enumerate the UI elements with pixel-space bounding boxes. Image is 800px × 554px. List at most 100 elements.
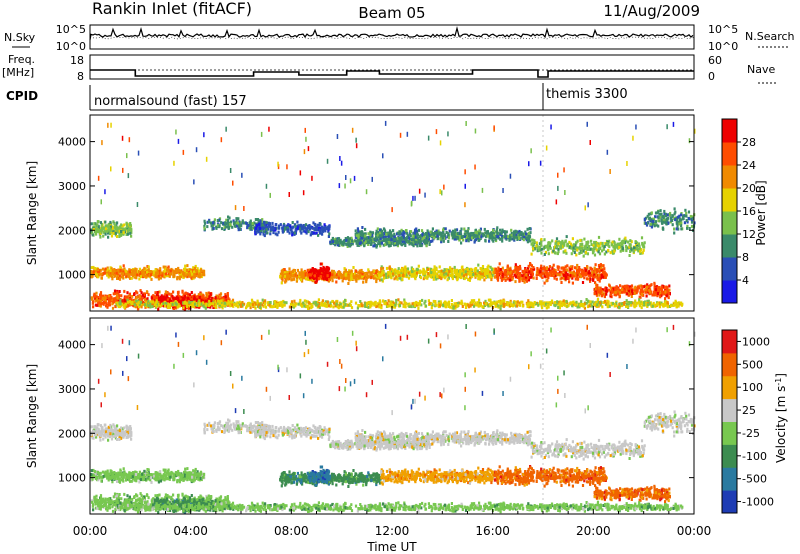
range-gate-cell: [96, 268, 100, 271]
range-gate-cell: [193, 275, 196, 279]
range-gate-cell: [406, 275, 409, 279]
range-gate-cell: [117, 292, 120, 296]
range-gate-cell: [297, 224, 301, 228]
range-gate-cell: [462, 274, 465, 278]
range-gate-cell: [349, 270, 352, 274]
range-gate-cell: [249, 219, 252, 223]
range-gate-cell: [356, 227, 359, 231]
nave-label: Nave: [747, 63, 775, 76]
range-gate-cell: [128, 268, 131, 272]
range-gate-cell: [466, 230, 469, 234]
range-gate-cell: [408, 242, 411, 246]
range-gate-cell: [284, 274, 287, 278]
range-gate-cell: [422, 272, 425, 276]
range-gate-cell: [192, 266, 195, 270]
range-gate-cell: [299, 229, 302, 233]
range-gate-cell: [518, 279, 521, 283]
range-gate-cell: [166, 274, 169, 278]
range-gate-cell: [494, 237, 497, 241]
range-gate-cell: [178, 301, 181, 305]
range-gate-cell: [321, 275, 324, 279]
range-gate-cell: [351, 239, 354, 243]
range-gate-cell: [175, 269, 178, 273]
range-gate-cell: [165, 272, 168, 276]
range-gate-cell: [360, 268, 363, 272]
range-gate-cell: [361, 273, 364, 276]
range-gate-cell: [318, 226, 321, 230]
range-gate-cell: [531, 242, 534, 246]
range-gate-cell: [549, 271, 552, 275]
range-gate-cell: [272, 231, 275, 235]
range-gate-cell: [459, 274, 462, 278]
range-gate-cell: [302, 272, 305, 276]
range-gate-cell: [562, 250, 565, 254]
range-gate-cell: [100, 222, 103, 226]
range-gate-cell: [140, 291, 143, 295]
range-gate-cell: [364, 227, 367, 231]
range-gate-cell: [564, 249, 567, 253]
range-gate-cell: [373, 244, 376, 248]
range-gate-cell: [194, 305, 197, 309]
range-gate-cell: [571, 271, 574, 275]
range-gate-cell: [514, 270, 517, 274]
range-gate-cell: [209, 221, 212, 225]
range-gate-cell: [459, 233, 463, 237]
range-gate-cell: [385, 266, 389, 270]
range-gate-cell: [331, 273, 334, 277]
range-gate-cell: [348, 274, 351, 278]
range-gate-cell: [569, 265, 572, 269]
freq-unit-label: [MHz]: [2, 66, 34, 79]
range-gate-cell: [298, 274, 301, 278]
range-gate-cell: [434, 272, 437, 275]
range-gate-cell: [479, 277, 482, 281]
range-gate-cell: [170, 272, 173, 276]
range-gate-cell: [585, 271, 588, 275]
range-gate-cell: [532, 247, 535, 251]
range-gate-cell: [215, 226, 218, 230]
range-gate-cell: [458, 272, 462, 276]
range-gate-cell: [309, 278, 312, 282]
range-gate-cell: [538, 268, 541, 272]
range-gate-cell: [379, 228, 382, 232]
range-gate-cell: [344, 273, 347, 277]
range-gate-cell: [301, 226, 304, 230]
range-gate-cell: [491, 273, 494, 277]
range-gate-cell: [420, 244, 423, 248]
range-gate-cell: [296, 274, 299, 278]
range-gate-cell: [310, 274, 314, 278]
range-gate-cell: [125, 269, 128, 273]
range-gate-cell: [431, 239, 434, 243]
range-gate-cell: [125, 272, 128, 276]
range-gate-cell: [523, 280, 526, 284]
range-gate-cell: [125, 304, 128, 308]
range-gate-cell: [309, 273, 312, 277]
range-gate-cell: [492, 228, 495, 232]
range-gate-cell: [486, 266, 489, 270]
range-gate-cell: [589, 277, 592, 281]
range-gate-cell: [478, 235, 481, 239]
range-gate-cell: [492, 267, 495, 271]
range-gate-cell: [90, 272, 93, 276]
range-gate-cell: [289, 225, 292, 229]
range-gate-cell: [614, 243, 617, 247]
range-gate-cell: [639, 249, 642, 253]
range-gate-cell: [530, 273, 534, 277]
range-gate-cell: [159, 271, 162, 275]
range-gate-cell: [412, 238, 415, 242]
range-gate-cell: [487, 271, 490, 275]
range-gate-cell: [540, 243, 543, 247]
range-gate-cell: [118, 233, 121, 237]
range-gate-cell: [160, 274, 164, 278]
range-gate-cell: [554, 242, 557, 246]
range-gate-cell: [613, 249, 616, 253]
range-gate-cell: [417, 237, 420, 240]
range-gate-cell: [510, 272, 514, 276]
range-gate-cell: [574, 266, 577, 270]
range-gate-cell: [130, 276, 133, 280]
range-gate-cell: [565, 275, 568, 279]
range-gate-cell: [311, 231, 314, 234]
range-gate-cell: [456, 232, 459, 236]
range-gate-cell: [359, 241, 362, 245]
range-gate-cell: [162, 304, 165, 308]
range-gate-cell: [449, 270, 452, 274]
